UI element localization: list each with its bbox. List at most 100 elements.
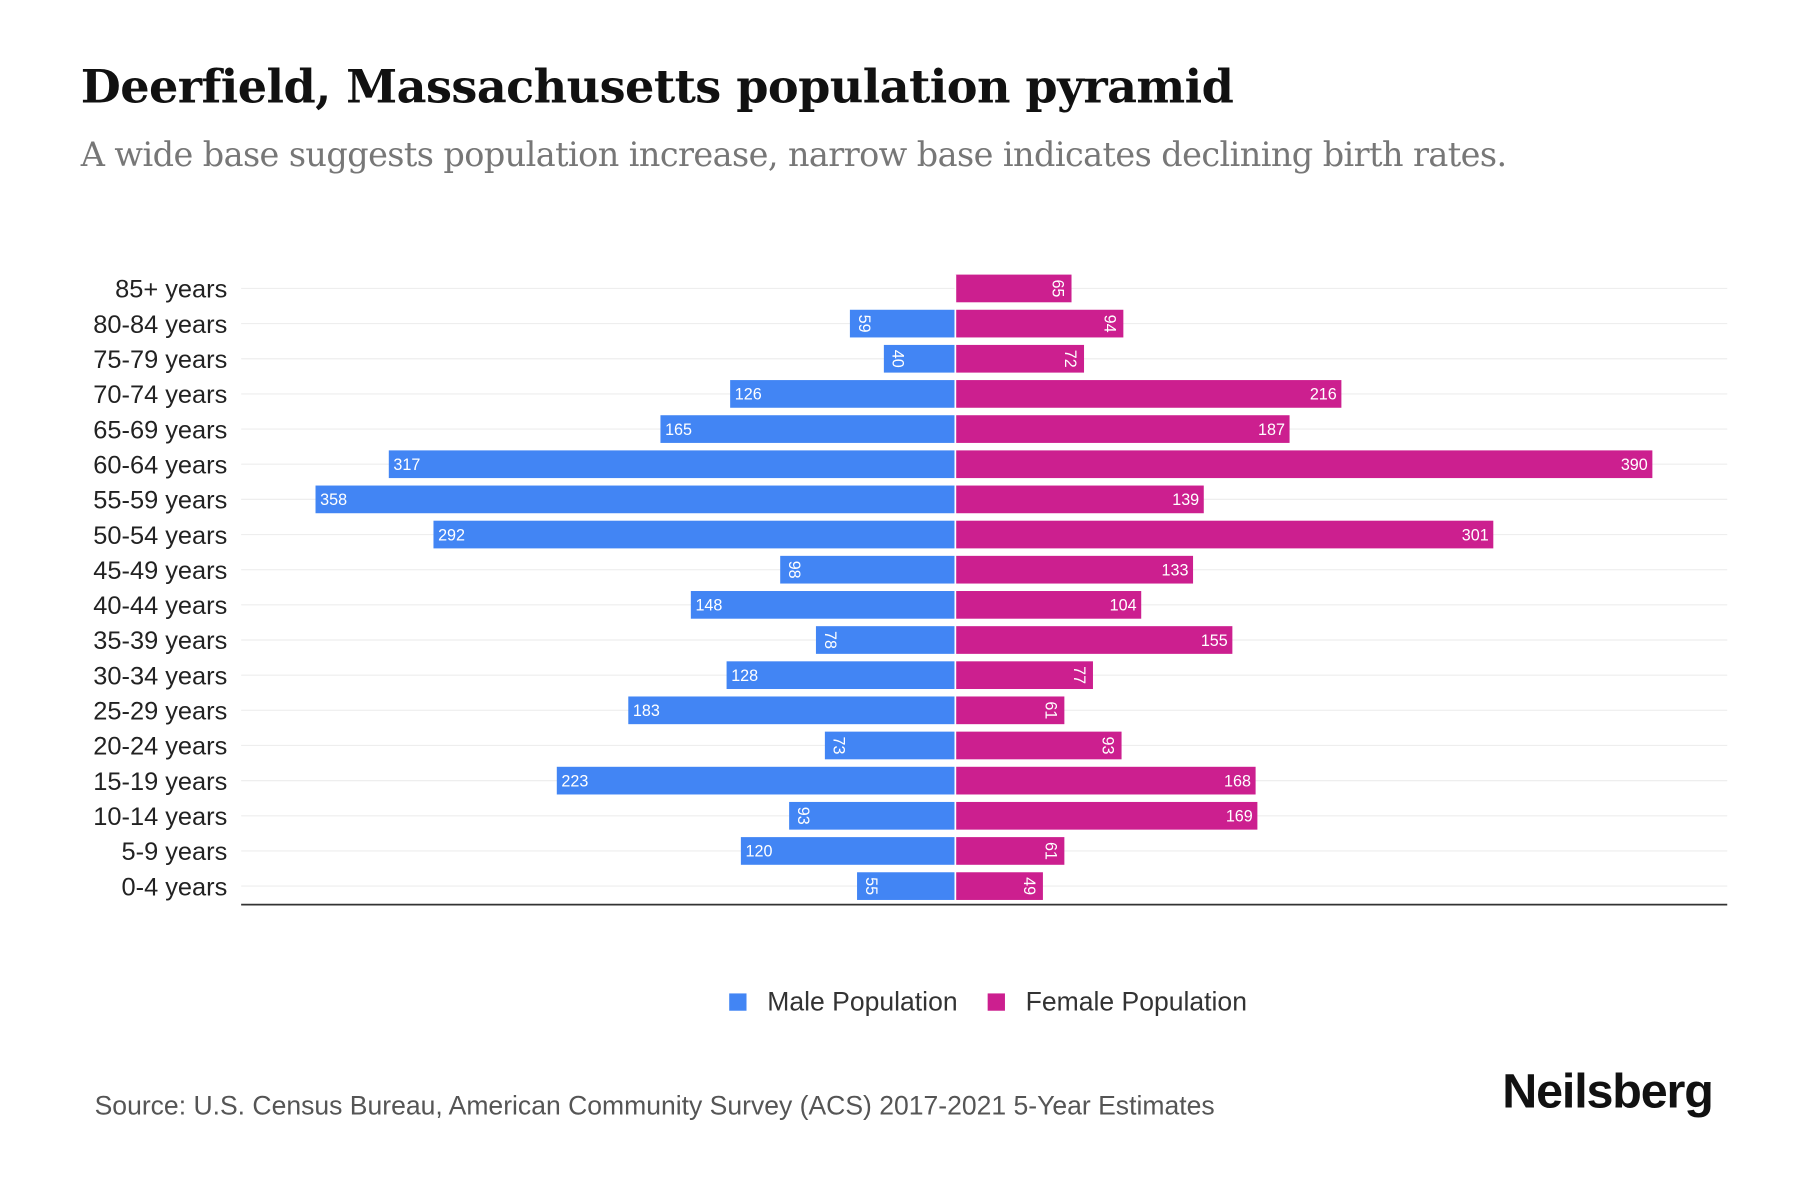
brand-logo: Neilsberg [1502, 1063, 1714, 1119]
data-label: 187 [1258, 421, 1285, 439]
y-tick-label: 35-39 years [93, 627, 227, 655]
female-bar [955, 555, 1194, 584]
data-label: 59 [855, 315, 873, 333]
data-label: 165 [665, 421, 692, 439]
y-tick-label: 80-84 years [93, 311, 227, 339]
data-label: 148 [695, 597, 722, 615]
female-bar [955, 626, 1233, 654]
data-label: 317 [393, 456, 420, 474]
source-note: Source: U.S. Census Bureau, American Com… [94, 1090, 1215, 1121]
male-bar [883, 344, 956, 373]
male-bar [730, 380, 956, 408]
legend-label-female: Female Population [1025, 986, 1247, 1017]
female-bar [955, 450, 1653, 479]
data-label: 40 [889, 350, 907, 368]
male-bar [556, 766, 956, 795]
y-tick-label: 20-24 years [93, 733, 227, 761]
male-bar [433, 520, 956, 549]
female-bar [955, 661, 1093, 690]
legend: Male Population Female Population [729, 986, 1247, 1017]
y-tick-label: 45-49 years [93, 557, 227, 585]
data-label: 223 [561, 772, 588, 790]
female-bar [955, 801, 1258, 830]
male-bar [660, 415, 956, 443]
data-label: 126 [735, 386, 762, 404]
male-bar [815, 626, 956, 654]
data-label: 155 [1201, 632, 1228, 650]
data-label: 216 [1310, 386, 1337, 404]
female-bar [955, 766, 1256, 795]
data-label: 358 [320, 491, 347, 509]
y-tick-label: 75-79 years [93, 346, 227, 374]
data-label: 139 [1172, 491, 1199, 509]
y-tick-label: 10-14 years [93, 803, 227, 831]
data-label: 169 [1226, 808, 1253, 826]
male-bar [857, 872, 956, 900]
y-tick-label: 15-19 years [93, 768, 227, 796]
data-label: 104 [1110, 597, 1137, 615]
data-label: 93 [1099, 736, 1117, 754]
data-label: 98 [785, 561, 803, 579]
y-tick-label: 25-29 years [93, 698, 227, 726]
male-bar [789, 801, 956, 830]
legend-swatch-male [729, 993, 747, 1011]
data-label: 49 [1020, 877, 1038, 895]
female-bar [955, 872, 1043, 900]
female-bar [955, 415, 1290, 443]
data-label: 183 [633, 702, 660, 720]
female-bar [955, 380, 1342, 408]
legend-swatch-female [987, 993, 1005, 1011]
y-tick-label: 55-59 years [93, 487, 227, 515]
female-bar [955, 274, 1072, 303]
data-label: 61 [1042, 842, 1060, 860]
y-tick-label: 40-44 years [93, 592, 227, 620]
data-label: 133 [1161, 561, 1188, 579]
male-bar [726, 661, 956, 690]
y-tick-label: 65-69 years [93, 416, 227, 444]
y-tick-label: 30-34 years [93, 662, 227, 690]
male-bar [690, 591, 956, 619]
female-bar [955, 520, 1494, 549]
female-bar [955, 485, 1204, 514]
y-tick-label: 50-54 years [93, 522, 227, 550]
chart-subtitle: A wide base suggests population increase… [80, 134, 1507, 175]
data-label: 390 [1621, 456, 1648, 474]
legend-label-male: Male Population [767, 986, 958, 1017]
data-label: 120 [745, 843, 772, 861]
data-label: 301 [1462, 526, 1489, 544]
female-bar [955, 309, 1124, 338]
male-bar [628, 696, 956, 725]
data-label: 65 [1049, 279, 1067, 297]
data-label: 168 [1224, 772, 1251, 790]
data-label: 292 [438, 526, 465, 544]
male-bar [388, 450, 956, 479]
male-bar [740, 837, 956, 865]
data-label: 61 [1042, 701, 1060, 719]
male-bar [824, 731, 956, 760]
y-tick-label: 0-4 years [122, 873, 228, 901]
data-label: 72 [1061, 350, 1079, 368]
y-tick-label: 85+ years [115, 276, 227, 304]
female-bar [955, 731, 1122, 760]
y-tick-label: 60-64 years [93, 451, 227, 479]
data-label: 94 [1101, 315, 1119, 333]
data-label: 77 [1070, 666, 1088, 684]
legend-item-male: Male Population [729, 986, 958, 1017]
data-label: 93 [794, 807, 812, 825]
data-label: 78 [821, 631, 839, 649]
male-bar [315, 485, 956, 514]
female-bar [955, 591, 1142, 619]
male-bar [849, 309, 956, 338]
data-label: 55 [862, 877, 880, 895]
y-tick-label: 70-74 years [93, 381, 227, 409]
chart-title: Deerfield, Massachusetts population pyra… [80, 59, 1234, 115]
female-bar [955, 696, 1065, 725]
y-tick-label: 5-9 years [122, 838, 228, 866]
female-bar [955, 344, 1085, 373]
data-label: 128 [731, 667, 758, 685]
female-bar [955, 837, 1065, 865]
male-bar [780, 555, 956, 584]
data-label: 73 [830, 736, 848, 754]
